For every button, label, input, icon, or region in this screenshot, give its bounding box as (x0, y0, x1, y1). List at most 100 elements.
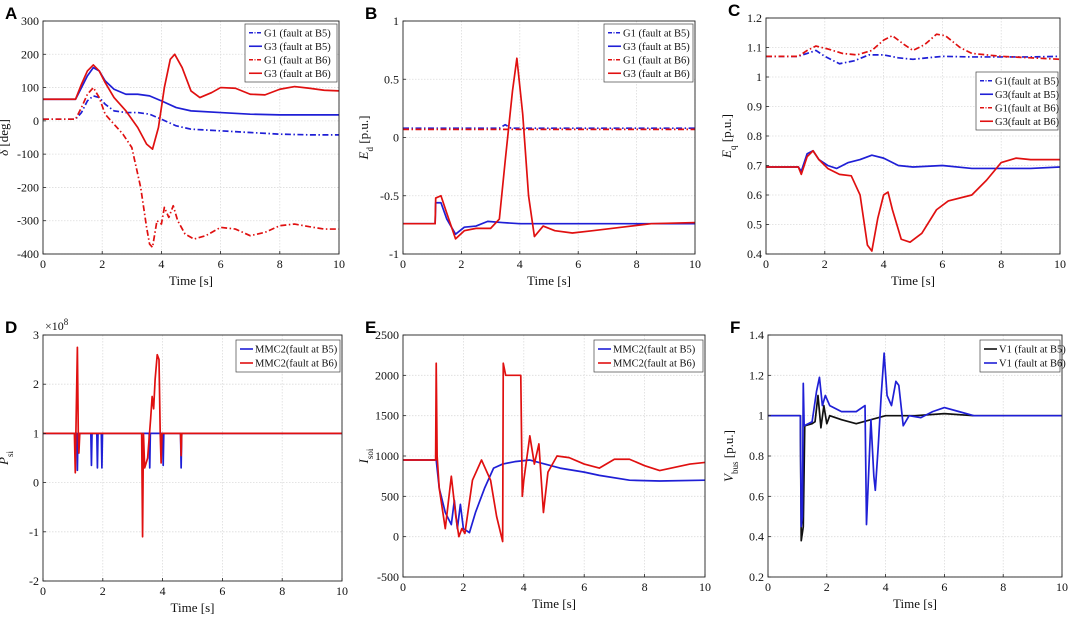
legend-entry-label: G1(fault at B6) (995, 103, 1060, 114)
series-line-2 (43, 346, 342, 538)
y-tick-label: -2 (29, 574, 39, 588)
series-line-3 (43, 86, 339, 249)
series-line-4 (766, 149, 1060, 252)
x-tick-label: 2 (99, 257, 105, 271)
y-tick-label: 100 (21, 81, 39, 95)
legend-entry-label: G3 (fault at B5) (623, 42, 690, 53)
y-tick-label: 1500 (375, 409, 399, 423)
y-tick-label: 1000 (375, 449, 399, 463)
legend-entry-label: G3 (fault at B6) (623, 69, 690, 80)
x-tick-label: 8 (998, 257, 1004, 271)
y-tick-label: -0.5 (380, 189, 399, 203)
x-tick-label: 10 (699, 580, 711, 594)
y-axis-label: Ed [p.u.] (356, 116, 375, 161)
x-tick-label: 4 (517, 257, 523, 271)
panel-letter: F (730, 318, 740, 337)
x-tick-label: 0 (765, 580, 771, 594)
x-tick-label: 10 (689, 257, 701, 271)
series-group (43, 346, 342, 538)
series-line-1 (403, 459, 705, 534)
y-tick-label: 1.4 (749, 328, 764, 342)
x-tick-label: 2 (824, 580, 830, 594)
series-line-1 (43, 95, 339, 136)
x-tick-label: 8 (277, 257, 283, 271)
y-tick-label: 3 (33, 328, 39, 342)
y-tick-label: -1 (389, 247, 399, 261)
y-tick-label: 0.7 (747, 159, 762, 173)
legend-entry-label: MMC2(fault at B5) (613, 345, 696, 356)
y-tick-label: 0.6 (749, 489, 764, 503)
legend-entry-label: G3(fault at B5) (995, 90, 1060, 101)
series-line-4 (43, 53, 339, 150)
legend-entry-label: MMC2(fault at B6) (255, 359, 338, 370)
x-tick-label: 8 (634, 257, 640, 271)
panel-d: 0 2 4 6 8 10 -2 -1 0 1 2 3 ×108 Time [s] Psi D MMC2(faul… (0, 317, 348, 615)
x-tick-label: 2 (460, 580, 466, 594)
y-exponent-label: ×108 (45, 317, 69, 333)
legend-box (593, 339, 704, 373)
series-line-2 (768, 352, 1062, 528)
legend-entry-label: G1 (fault at B5) (264, 28, 331, 39)
x-tick-label: 10 (1054, 257, 1066, 271)
x-tick-label: 8 (279, 584, 285, 598)
x-tick-label: 4 (881, 257, 887, 271)
y-tick-label: 0.5 (747, 218, 762, 232)
series-line-2 (403, 362, 705, 543)
series-line-2 (43, 66, 339, 116)
legend-entry-label: G1 (fault at B5) (623, 28, 690, 39)
y-tick-label: 2000 (375, 368, 399, 382)
series-group (768, 352, 1062, 542)
panel-a: 0 2 4 6 8 10 -400 -300 -200 -100 0 100 200 300 Time [s… (0, 4, 345, 288)
y-axis-label: δ [deg] (0, 119, 11, 156)
y-tick-label: 0.6 (747, 188, 762, 202)
legend-entry-label: V1 (fault at B5) (999, 345, 1066, 356)
x-tick-label: 4 (883, 580, 889, 594)
plot-area (43, 335, 342, 581)
legend-box (235, 339, 341, 373)
series-line-3 (766, 33, 1060, 61)
y-tick-label: 0 (393, 530, 399, 544)
y-tick-label: 200 (21, 47, 39, 61)
panel-letter: B (365, 4, 377, 23)
series-group (403, 57, 695, 240)
series-line-1 (768, 394, 1062, 542)
x-axis-label: Time [s] (527, 273, 571, 288)
y-tick-label: -300 (17, 214, 39, 228)
x-tick-label: 4 (521, 580, 527, 594)
x-tick-label: 2 (100, 584, 106, 598)
y-tick-label: 1 (393, 14, 399, 28)
legend: MMC2(fault at B5) MMC2(fault at B6) (235, 339, 341, 373)
legend-entry-label: G1 (fault at B6) (623, 55, 690, 66)
y-tick-label: 0.4 (749, 530, 764, 544)
series-line-1 (403, 123, 695, 130)
x-tick-label: 6 (581, 580, 587, 594)
y-tick-label: -200 (17, 180, 39, 194)
series-group (766, 33, 1060, 252)
legend: G1(fault at B5) G3(fault at B5) G1(fault a… (975, 71, 1060, 131)
series-line-2 (403, 201, 695, 236)
series-line-2 (766, 149, 1060, 173)
legend-entry-label: MMC2(fault at B6) (613, 359, 696, 370)
y-tick-label: 1.2 (747, 11, 762, 25)
plot-frame (42, 20, 340, 255)
panel-letter: A (5, 4, 17, 23)
x-tick-label: 0 (40, 584, 46, 598)
legend-box (975, 71, 1059, 131)
y-tick-label: -1 (29, 525, 39, 539)
legend-entry-label: G1 (fault at B6) (264, 55, 331, 66)
y-tick-label: 2500 (375, 328, 399, 342)
x-tick-label: 2 (458, 257, 464, 271)
legend: V1 (fault at B5) V1 (fault at B6) (979, 339, 1066, 373)
panel-letter: D (5, 318, 17, 337)
x-axis-label: Time [s] (169, 273, 213, 288)
panel-letter: E (365, 318, 376, 337)
x-tick-label: 4 (160, 584, 166, 598)
x-tick-label: 2 (822, 257, 828, 271)
y-tick-label: 0.8 (749, 449, 764, 463)
x-tick-label: 6 (939, 257, 945, 271)
x-tick-label: 6 (219, 584, 225, 598)
x-tick-label: 10 (1056, 580, 1068, 594)
x-axis-label: Time [s] (891, 273, 935, 288)
legend-entry-label: G3(fault at B6) (995, 117, 1060, 128)
